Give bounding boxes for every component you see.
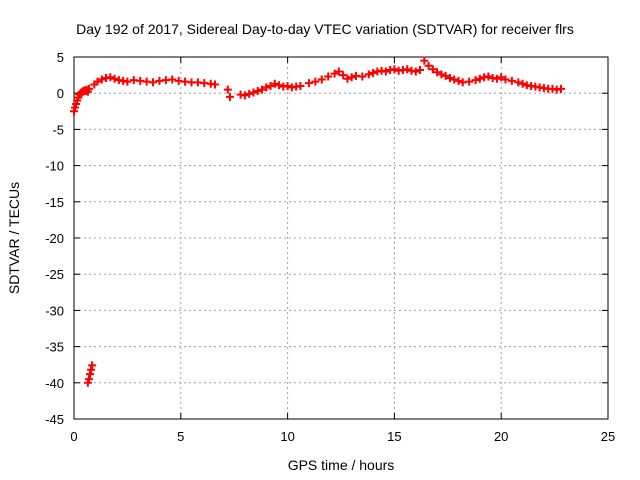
- y-tick-label: -5: [52, 122, 64, 137]
- data-point: [296, 81, 305, 90]
- data-point: [501, 75, 510, 84]
- data-point: [87, 365, 96, 374]
- data-point: [330, 69, 339, 78]
- data-point: [475, 74, 484, 83]
- data-point: [123, 77, 132, 86]
- x-tick-label: 10: [280, 429, 294, 444]
- data-point: [343, 74, 352, 83]
- data-point: [507, 76, 516, 85]
- data-point: [106, 73, 115, 82]
- data-point: [334, 67, 343, 76]
- x-tick-label: 5: [177, 429, 184, 444]
- y-axis-label: SDTVAR / TECUs: [6, 182, 22, 294]
- data-point: [465, 77, 474, 86]
- data-point: [514, 78, 523, 87]
- data-point: [358, 72, 367, 81]
- data-point: [262, 83, 271, 92]
- data-point: [225, 92, 234, 101]
- data-point: [518, 79, 527, 88]
- y-tick-label: -45: [45, 412, 64, 427]
- data-point: [492, 74, 501, 83]
- data-point: [411, 67, 420, 76]
- data-point: [311, 77, 320, 86]
- x-axis-label: GPS time / hours: [288, 457, 395, 473]
- data-point: [266, 81, 275, 90]
- data-point: [339, 71, 348, 80]
- y-tick-label: -20: [45, 231, 64, 246]
- y-tick-label: -15: [45, 195, 64, 210]
- chart-title: Day 192 of 2017, Sidereal Day-to-day VTE…: [76, 21, 574, 37]
- data-point: [168, 75, 177, 84]
- grid: [74, 57, 608, 419]
- data-point: [84, 375, 93, 384]
- data-point: [93, 77, 102, 86]
- data-point: [270, 79, 279, 88]
- x-tick-label: 25: [601, 429, 615, 444]
- data-point: [420, 56, 429, 65]
- data-point: [149, 78, 158, 87]
- data-point: [86, 370, 95, 379]
- data-point: [275, 81, 284, 90]
- x-tick-label: 0: [70, 429, 77, 444]
- data-point: [324, 72, 333, 81]
- data-point: [445, 73, 454, 82]
- data-point: [369, 68, 378, 77]
- data-point: [223, 85, 232, 94]
- data-point: [257, 85, 266, 94]
- y-tick-label: 5: [57, 50, 64, 65]
- data-point: [283, 81, 292, 90]
- y-tick-label: -30: [45, 303, 64, 318]
- data-point: [245, 89, 254, 98]
- data-point: [88, 361, 97, 370]
- data-point: [557, 84, 566, 93]
- data-point: [416, 66, 425, 75]
- data-point: [381, 67, 390, 76]
- data-point: [317, 75, 326, 84]
- x-tick-label: 20: [494, 429, 508, 444]
- data-point: [428, 65, 437, 74]
- y-tick-label: 0: [57, 86, 64, 101]
- data-point: [304, 79, 313, 88]
- data-points: [70, 56, 566, 387]
- data-point: [84, 84, 93, 93]
- data-point: [364, 70, 373, 79]
- data-point: [471, 76, 480, 85]
- data-point: [424, 61, 433, 70]
- data-point: [240, 91, 249, 100]
- x-tick-label: 15: [387, 429, 401, 444]
- data-point: [110, 74, 119, 83]
- data-point: [210, 80, 219, 89]
- data-point: [450, 75, 459, 84]
- y-tick-label: -35: [45, 340, 64, 355]
- data-point: [390, 65, 399, 74]
- data-point: [433, 68, 442, 77]
- data-point: [249, 88, 258, 97]
- y-tick-label: -25: [45, 267, 64, 282]
- data-point: [484, 72, 493, 81]
- data-point: [437, 70, 446, 79]
- data-point: [347, 73, 356, 82]
- data-point: [97, 75, 106, 84]
- y-tick-label: -10: [45, 159, 64, 174]
- data-point: [403, 65, 412, 74]
- y-tick-label: -40: [45, 376, 64, 391]
- data-point: [454, 76, 463, 85]
- axis-ticks: 0 5 10 15 20 25 5 0 -5 -10 -15 -20 -25 -30 -35 -40 -45: [45, 50, 615, 444]
- data-point: [441, 71, 450, 80]
- data-point: [253, 87, 262, 96]
- data-point: [497, 73, 506, 82]
